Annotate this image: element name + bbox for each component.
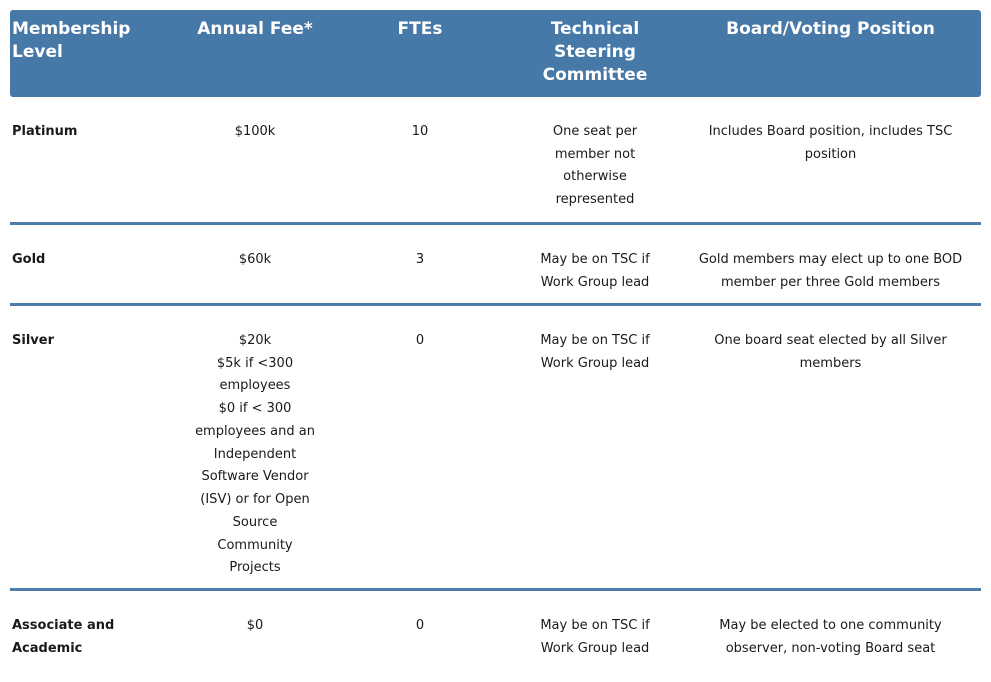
cell-gold-fee: $60k: [238, 252, 272, 268]
column-header-board-voting-position: Board/Voting Position: [680, 10, 981, 97]
table-row-platinum: Platinum $100k 10 One seat per member no…: [10, 97, 981, 224]
cell-associate-fee: $0: [246, 618, 264, 634]
cell-associate-board: May be elected to one community observer…: [719, 618, 942, 656]
table-header: Membership Level Annual Fee* FTEs Techni…: [10, 10, 981, 97]
cell-platinum-fee: $100k: [234, 123, 276, 139]
cell-associate-tsc: May be on TSC if Work Group lead: [540, 618, 650, 656]
cell-silver-tsc: May be on TSC if Work Group lead: [540, 332, 650, 371]
cell-platinum-level: Platinum: [12, 123, 78, 139]
cell-silver-level: Silver: [12, 332, 54, 348]
cell-gold-board: Gold members may elect up to one BOD mem…: [698, 252, 963, 291]
cell-platinum-board: Includes Board position, includes TSC po…: [708, 123, 953, 162]
table-row-gold: Gold $60k 3 May be on TSC if Work Group …: [10, 223, 981, 305]
cell-gold-level: Gold: [12, 252, 46, 268]
cell-silver-board: One board seat elected by all Silver mem…: [714, 332, 947, 371]
table-row-silver: Silver $20k $5k if <300 employees $0 if …: [10, 304, 981, 589]
cell-associate-ftes: 0: [415, 618, 425, 634]
column-header-membership-level: Membership Level: [10, 10, 180, 97]
cell-silver-ftes: 0: [415, 332, 425, 348]
cell-gold-tsc: May be on TSC if Work Group lead: [540, 252, 650, 291]
cell-associate-level: Associate and Academic: [12, 618, 115, 656]
cell-gold-ftes: 3: [415, 252, 425, 268]
cell-silver-fee: $20k $5k if <300 employees $0 if < 300 e…: [195, 332, 315, 576]
column-header-ftes: FTEs: [330, 10, 510, 97]
cell-platinum-tsc: One seat per member not otherwise repres…: [552, 123, 638, 208]
table-row-associate-academic: Associate and Academic $0 0 May be on TS…: [10, 589, 981, 677]
column-header-annual-fee: Annual Fee*: [180, 10, 330, 97]
membership-table: Membership Level Annual Fee* FTEs Techni…: [10, 10, 981, 677]
cell-platinum-ftes: 10: [411, 123, 429, 139]
header-row: Membership Level Annual Fee* FTEs Techni…: [10, 10, 981, 97]
column-header-technical-steering-committee: Technical Steering Committee: [510, 10, 680, 97]
table-body: Platinum $100k 10 One seat per member no…: [10, 97, 981, 677]
